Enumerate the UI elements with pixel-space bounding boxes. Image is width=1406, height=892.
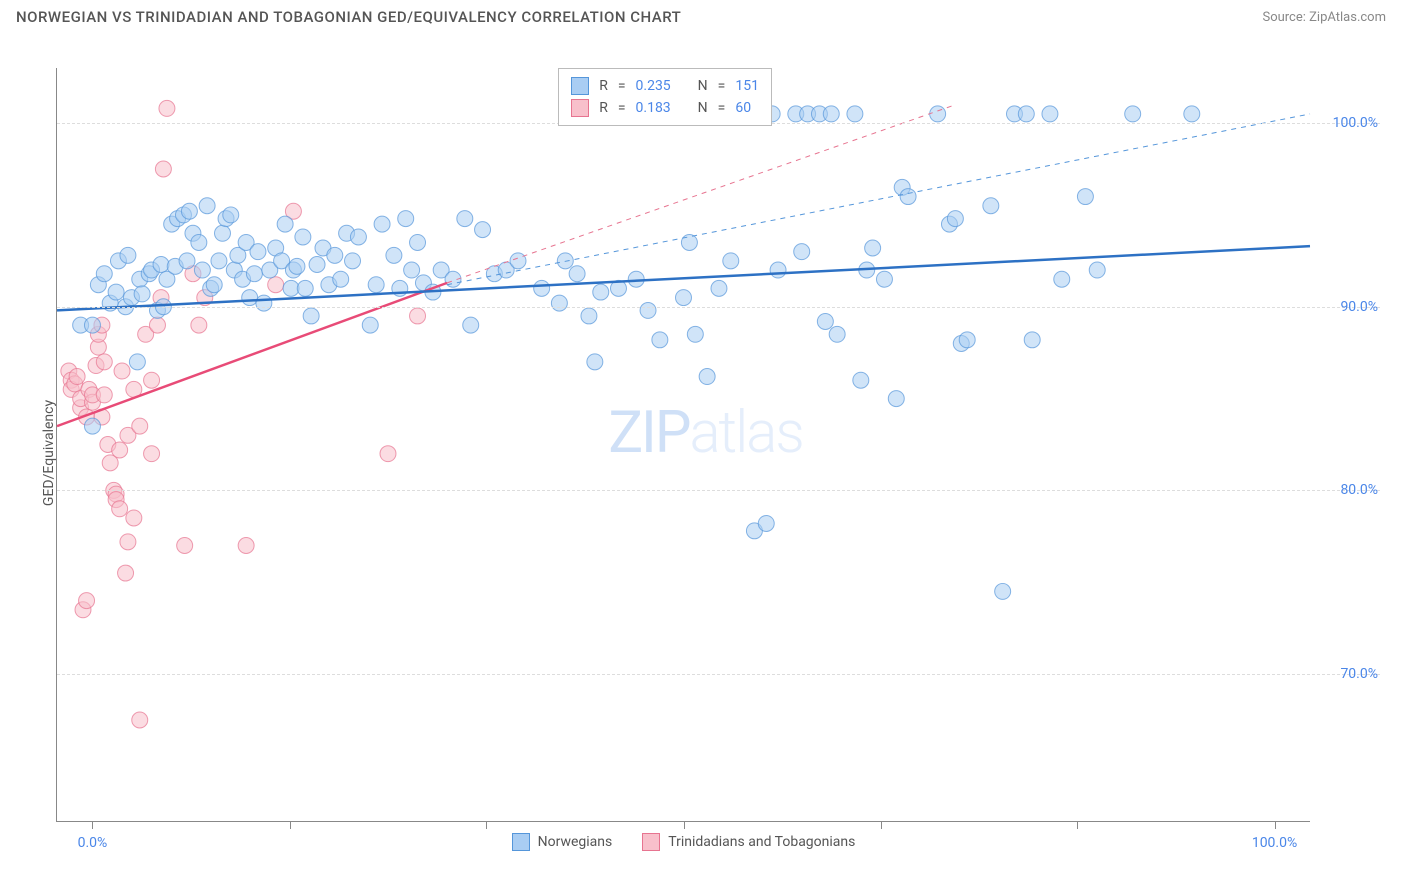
bottom-legend: Norwegians Trinidadians and Tobagonians bbox=[57, 833, 1310, 851]
legend-swatch bbox=[571, 99, 589, 117]
x-tick bbox=[92, 821, 93, 829]
x-tick bbox=[1275, 821, 1276, 829]
x-tick-label: 0.0% bbox=[78, 835, 108, 851]
correlation-legend: R = 0.235 N = 151 R = 0.183 N = 60 bbox=[558, 68, 772, 126]
plot-svg bbox=[57, 68, 1310, 821]
gridline bbox=[57, 307, 1380, 308]
legend-label: Trinidadians and Tobagonians bbox=[668, 834, 855, 850]
bottom-legend-item: Trinidadians and Tobagonians bbox=[642, 833, 855, 851]
legend-swatch bbox=[642, 833, 660, 851]
y-tick-label: 70.0% bbox=[1340, 666, 1378, 682]
legend-eq: = bbox=[718, 78, 726, 94]
plot-area: ZIPatlas R = 0.235 N = 151 R = 0.183 N =… bbox=[56, 68, 1310, 822]
legend-eq: = bbox=[618, 100, 626, 116]
y-tick-label: 90.0% bbox=[1340, 299, 1378, 315]
y-tick-label: 80.0% bbox=[1340, 482, 1378, 498]
gridline bbox=[57, 490, 1380, 491]
bottom-legend-item: Norwegians bbox=[512, 833, 613, 851]
y-tick-label: 100.0% bbox=[1333, 115, 1378, 131]
legend-n-val: 60 bbox=[735, 100, 751, 116]
legend-r-label: R bbox=[599, 78, 608, 94]
legend-eq: = bbox=[618, 78, 626, 94]
legend-n-label: N bbox=[698, 78, 708, 94]
legend-swatch bbox=[571, 77, 589, 95]
legend-r-val: 0.235 bbox=[636, 78, 671, 94]
legend-label: Norwegians bbox=[538, 834, 613, 850]
legend-eq: = bbox=[718, 100, 726, 116]
legend-row: R = 0.183 N = 60 bbox=[571, 97, 759, 119]
x-tick bbox=[881, 821, 882, 829]
legend-r-val: 0.183 bbox=[636, 100, 671, 116]
source-label: Source: ZipAtlas.com bbox=[1262, 10, 1386, 25]
x-tick-label: 100.0% bbox=[1252, 835, 1297, 851]
x-tick bbox=[684, 821, 685, 829]
legend-n-val: 151 bbox=[735, 78, 759, 94]
gridline bbox=[57, 674, 1380, 675]
legend-n-label: N bbox=[698, 100, 708, 116]
x-tick bbox=[486, 821, 487, 829]
y-axis-label: GED/Equivalency bbox=[41, 400, 57, 506]
chart-title: NORWEGIAN VS TRINIDADIAN AND TOBAGONIAN … bbox=[16, 8, 681, 26]
legend-row: R = 0.235 N = 151 bbox=[571, 75, 759, 97]
legend-r-label: R bbox=[599, 100, 608, 116]
x-tick bbox=[1077, 821, 1078, 829]
chart-container: GED/Equivalency ZIPatlas R = 0.235 N = 1… bbox=[16, 38, 1390, 852]
x-tick bbox=[290, 821, 291, 829]
legend-swatch bbox=[512, 833, 530, 851]
